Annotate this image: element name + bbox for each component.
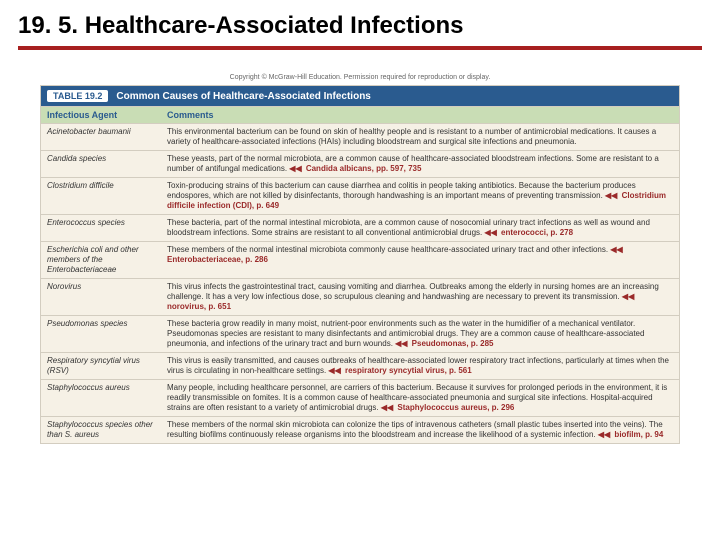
copyright-line: Copyright © McGraw-Hill Education. Permi… — [18, 74, 702, 81]
ref-arrow-icon: ◀◀ — [395, 339, 407, 348]
cross-reference: Enterobacteriaceae, p. 286 — [167, 255, 268, 264]
cell-comments: This environmental bacterium can be foun… — [161, 124, 679, 150]
table-row: Acinetobacter baumaniiThis environmental… — [41, 123, 679, 150]
cell-agent: Enterococcus species — [41, 215, 161, 241]
table-body: Acinetobacter baumaniiThis environmental… — [41, 123, 679, 443]
cell-comments: These members of the normal intestinal m… — [161, 242, 679, 278]
table-row: Clostridium difficileToxin-producing str… — [41, 177, 679, 214]
accent-rule — [18, 46, 702, 50]
cross-reference: Pseudomonas, p. 285 — [409, 339, 493, 348]
cross-reference: norovirus, p. 651 — [167, 302, 231, 311]
cell-comments: These bacteria, part of the normal intes… — [161, 215, 679, 241]
table-row: Staphylococcus species other than S. aur… — [41, 416, 679, 443]
cross-reference: Candida albicans, pp. 597, 735 — [304, 164, 422, 173]
table-row: Candida speciesThese yeasts, part of the… — [41, 150, 679, 177]
cross-reference: respiratory syncytial virus, p. 561 — [343, 366, 472, 375]
cell-comments: Toxin-producing strains of this bacteriu… — [161, 178, 679, 214]
cell-agent: Acinetobacter baumanii — [41, 124, 161, 150]
cell-agent: Pseudomonas species — [41, 316, 161, 352]
ref-arrow-icon: ◀◀ — [328, 366, 340, 375]
cell-agent: Norovirus — [41, 279, 161, 315]
cross-reference: Staphylococcus aureus, p. 296 — [395, 403, 514, 412]
page-title: 19. 5. Healthcare-Associated Infections — [18, 12, 702, 40]
cross-reference: Clostridium difficile infection (CDI), p… — [167, 191, 666, 210]
cell-agent: Escherichia coli and other members of th… — [41, 242, 161, 278]
table-container: TABLE 19.2 Common Causes of Healthcare-A… — [40, 85, 680, 444]
cross-reference: enterococci, p. 278 — [499, 228, 573, 237]
ref-arrow-icon: ◀◀ — [485, 228, 497, 237]
cell-comments: These members of the normal skin microbi… — [161, 417, 679, 443]
ref-arrow-icon: ◀◀ — [605, 191, 617, 200]
cross-reference: biofilm, p. 94 — [612, 430, 663, 439]
table-row: NorovirusThis virus infects the gastroin… — [41, 278, 679, 315]
col-header-comments: Comments — [161, 107, 679, 123]
table-row: Respiratory syncytial virus (RSV)This vi… — [41, 352, 679, 379]
ref-arrow-icon: ◀◀ — [289, 164, 301, 173]
cell-comments: This virus is easily transmitted, and ca… — [161, 353, 679, 379]
cell-comments: Many people, including healthcare person… — [161, 380, 679, 416]
ref-arrow-icon: ◀◀ — [598, 430, 610, 439]
cell-agent: Clostridium difficile — [41, 178, 161, 214]
slide: 19. 5. Healthcare-Associated Infections … — [0, 0, 720, 540]
col-header-agent: Infectious Agent — [41, 107, 161, 123]
table-row: Pseudomonas speciesThese bacteria grow r… — [41, 315, 679, 352]
ref-arrow-icon: ◀◀ — [610, 245, 622, 254]
cell-agent: Staphylococcus aureus — [41, 380, 161, 416]
table-header-row: Infectious Agent Comments — [41, 106, 679, 123]
cell-agent: Respiratory syncytial virus (RSV) — [41, 353, 161, 379]
ref-arrow-icon: ◀◀ — [381, 403, 393, 412]
table-title: Common Causes of Healthcare-Associated I… — [116, 91, 371, 102]
cell-comments: These bacteria grow readily in many mois… — [161, 316, 679, 352]
cell-agent: Staphylococcus species other than S. aur… — [41, 417, 161, 443]
cell-comments: These yeasts, part of the normal microbi… — [161, 151, 679, 177]
table-row: Enterococcus speciesThese bacteria, part… — [41, 214, 679, 241]
table-title-row: TABLE 19.2 Common Causes of Healthcare-A… — [41, 86, 679, 106]
cell-comments: This virus infects the gastrointestinal … — [161, 279, 679, 315]
ref-arrow-icon: ◀◀ — [622, 292, 634, 301]
cell-agent: Candida species — [41, 151, 161, 177]
table-number: TABLE 19.2 — [47, 90, 108, 102]
table-row: Staphylococcus aureusMany people, includ… — [41, 379, 679, 416]
table-row: Escherichia coli and other members of th… — [41, 241, 679, 278]
